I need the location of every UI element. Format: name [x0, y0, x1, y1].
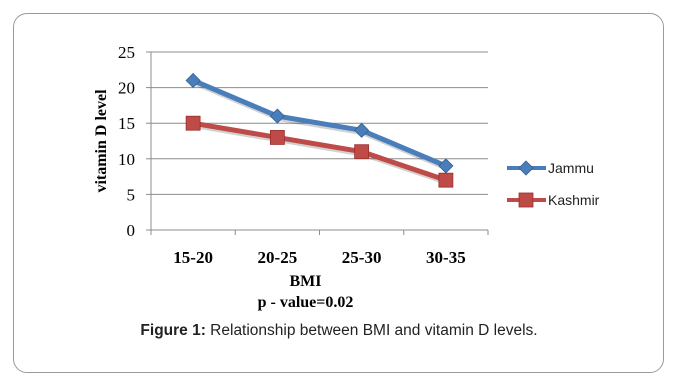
x-tick-label: 25-30 [342, 248, 382, 267]
legend-marker [518, 160, 534, 176]
chart-axes [146, 51, 489, 235]
series-line [192, 78, 447, 169]
figure-caption-label: Figure 1: [140, 322, 206, 339]
series-jammu [185, 72, 454, 174]
figure-frame [13, 13, 664, 373]
figure-caption-text: Relationship between BMI and vitamin D l… [205, 322, 538, 339]
data-point [354, 144, 370, 160]
legend-label: Jammu [548, 160, 594, 176]
figure-caption: Figure 1: Relationship between BMI and v… [0, 322, 678, 340]
series-kashmir [185, 115, 454, 188]
x-axis-label: BMI [290, 273, 322, 290]
data-point [269, 130, 285, 145]
y-tick-label: 20 [118, 79, 135, 98]
data-point [438, 158, 454, 174]
series-line [192, 120, 447, 183]
y-tick-label: 15 [118, 114, 135, 133]
data-point [185, 72, 201, 89]
x-tick-labels: 15-20 20-25 25-30 30-35 [173, 248, 465, 267]
x-tick-label: 30-35 [426, 248, 466, 267]
y-tick-label: 5 [127, 185, 136, 204]
data-point [269, 108, 285, 124]
y-tick-label: 0 [127, 221, 136, 240]
data-point [185, 115, 201, 131]
line-chart: 0 5 10 15 20 25 15-20 20-25 25-30 30-35 Jammu Kas… [93, 43, 600, 311]
legend-label: Kashmir [548, 192, 600, 208]
y-tick-label: 10 [118, 150, 135, 169]
x-tick-label: 15-20 [173, 248, 213, 267]
y-tick-labels: 0 5 10 15 20 25 [118, 43, 135, 240]
data-point [354, 122, 370, 138]
legend-marker [518, 192, 534, 208]
y-tick-label: 25 [118, 43, 135, 62]
y-axis-label: vitamin D level [93, 89, 110, 193]
x-tick-label: 20-25 [258, 248, 298, 267]
legend-item-kashmir: Kashmir [507, 192, 600, 208]
p-value-note: p - value=0.02 [258, 294, 354, 311]
legend-item-jammu: Jammu [507, 160, 594, 176]
chart-series [185, 72, 454, 188]
chart-legend: Jammu Kashmir [507, 160, 600, 208]
data-point [438, 172, 454, 188]
